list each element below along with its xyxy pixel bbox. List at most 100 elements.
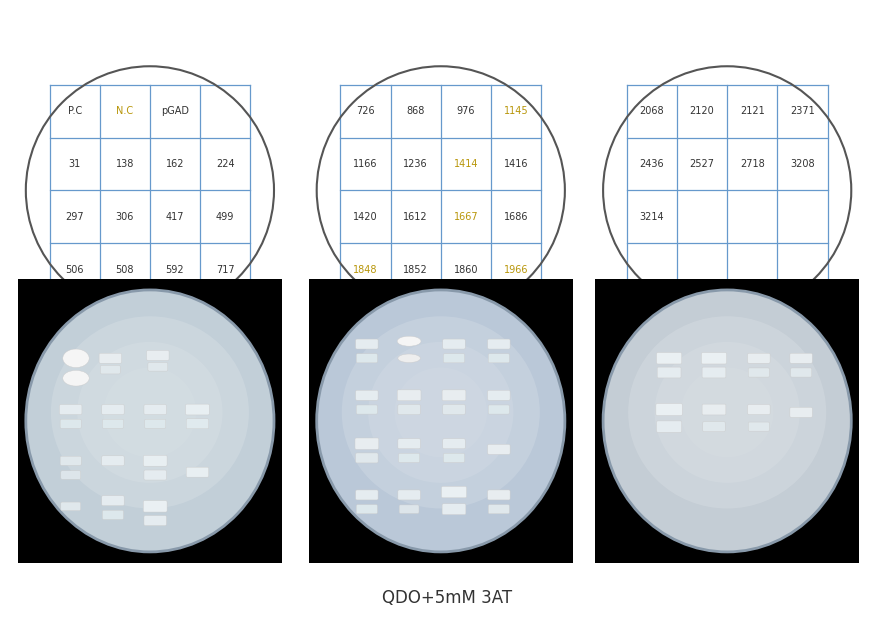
Text: 868: 868 [406, 106, 425, 116]
Text: 417: 417 [165, 212, 184, 222]
FancyBboxPatch shape [702, 422, 724, 431]
Text: 1848: 1848 [353, 264, 377, 275]
FancyBboxPatch shape [442, 504, 466, 514]
Text: pGAD: pGAD [161, 106, 189, 116]
FancyBboxPatch shape [488, 504, 509, 514]
FancyBboxPatch shape [144, 470, 166, 480]
FancyBboxPatch shape [102, 510, 123, 519]
FancyBboxPatch shape [746, 405, 769, 415]
FancyBboxPatch shape [144, 405, 166, 415]
FancyBboxPatch shape [355, 391, 377, 400]
Ellipse shape [603, 290, 850, 552]
FancyBboxPatch shape [398, 490, 420, 500]
FancyBboxPatch shape [61, 502, 80, 511]
Ellipse shape [63, 349, 89, 368]
FancyBboxPatch shape [487, 391, 510, 400]
FancyBboxPatch shape [186, 467, 208, 477]
Bar [626, 85, 827, 296]
Ellipse shape [398, 354, 420, 363]
FancyBboxPatch shape [399, 505, 418, 514]
Text: N.C: N.C [116, 106, 133, 116]
Text: 3214: 3214 [639, 212, 663, 222]
Text: 1612: 1612 [403, 212, 427, 222]
Bar [340, 85, 541, 296]
FancyBboxPatch shape [443, 353, 464, 363]
FancyBboxPatch shape [356, 353, 377, 363]
Text: 499: 499 [215, 212, 234, 222]
FancyBboxPatch shape [144, 516, 166, 526]
Ellipse shape [77, 342, 223, 483]
Ellipse shape [654, 342, 799, 483]
FancyBboxPatch shape [701, 353, 726, 364]
FancyBboxPatch shape [656, 353, 681, 364]
FancyBboxPatch shape [488, 405, 509, 414]
Ellipse shape [394, 368, 486, 457]
Text: 1166: 1166 [353, 159, 377, 169]
Ellipse shape [397, 336, 420, 346]
Text: 592: 592 [165, 264, 184, 275]
Ellipse shape [342, 316, 539, 508]
FancyBboxPatch shape [789, 353, 812, 363]
Text: P.C: P.C [67, 106, 81, 116]
Text: 976: 976 [456, 106, 475, 116]
Text: 297: 297 [65, 212, 84, 222]
Ellipse shape [51, 316, 249, 508]
Text: 1686: 1686 [503, 212, 527, 222]
Ellipse shape [628, 316, 825, 508]
Text: 31: 31 [69, 159, 80, 169]
Text: 2527: 2527 [689, 159, 713, 169]
FancyBboxPatch shape [143, 501, 167, 512]
FancyBboxPatch shape [655, 404, 681, 415]
Text: 2120: 2120 [689, 106, 713, 116]
FancyBboxPatch shape [701, 367, 725, 378]
Text: 1416: 1416 [503, 159, 527, 169]
Text: 1860: 1860 [453, 264, 477, 275]
FancyBboxPatch shape [102, 405, 124, 415]
Text: 1852: 1852 [403, 264, 427, 275]
FancyBboxPatch shape [443, 405, 465, 415]
Text: 306: 306 [115, 212, 134, 222]
FancyBboxPatch shape [102, 456, 124, 465]
Ellipse shape [367, 342, 513, 483]
FancyBboxPatch shape [747, 422, 769, 431]
FancyBboxPatch shape [355, 438, 378, 449]
FancyBboxPatch shape [147, 350, 169, 360]
Text: 726: 726 [356, 106, 375, 116]
FancyBboxPatch shape [488, 353, 509, 363]
FancyBboxPatch shape [148, 363, 167, 371]
FancyBboxPatch shape [443, 439, 465, 449]
Bar [49, 85, 250, 296]
FancyBboxPatch shape [443, 453, 464, 462]
Ellipse shape [26, 290, 274, 552]
FancyBboxPatch shape [701, 404, 725, 415]
Text: 1966: 1966 [503, 264, 527, 275]
Text: 2436: 2436 [639, 159, 663, 169]
Text: 2121: 2121 [739, 106, 763, 116]
Text: 508: 508 [115, 264, 134, 275]
FancyBboxPatch shape [656, 367, 680, 378]
Text: 1420: 1420 [353, 212, 377, 222]
FancyBboxPatch shape [185, 404, 209, 415]
FancyBboxPatch shape [100, 365, 120, 374]
FancyBboxPatch shape [102, 419, 123, 428]
FancyBboxPatch shape [61, 470, 80, 479]
Text: 717: 717 [215, 264, 234, 275]
FancyBboxPatch shape [487, 444, 510, 454]
Text: 1145: 1145 [503, 106, 527, 116]
FancyBboxPatch shape [442, 390, 466, 400]
FancyBboxPatch shape [355, 453, 377, 463]
FancyBboxPatch shape [355, 490, 377, 500]
Text: 2718: 2718 [739, 159, 763, 169]
FancyBboxPatch shape [746, 353, 769, 363]
Ellipse shape [104, 368, 196, 457]
Text: 138: 138 [115, 159, 134, 169]
FancyBboxPatch shape [398, 439, 420, 449]
FancyBboxPatch shape [145, 419, 165, 428]
Text: QDO+5mM 3AT: QDO+5mM 3AT [382, 589, 512, 607]
FancyBboxPatch shape [443, 339, 465, 349]
Text: 1667: 1667 [453, 212, 477, 222]
FancyBboxPatch shape [397, 390, 420, 400]
Text: 3208: 3208 [789, 159, 814, 169]
FancyBboxPatch shape [60, 456, 81, 465]
Text: 162: 162 [165, 159, 184, 169]
